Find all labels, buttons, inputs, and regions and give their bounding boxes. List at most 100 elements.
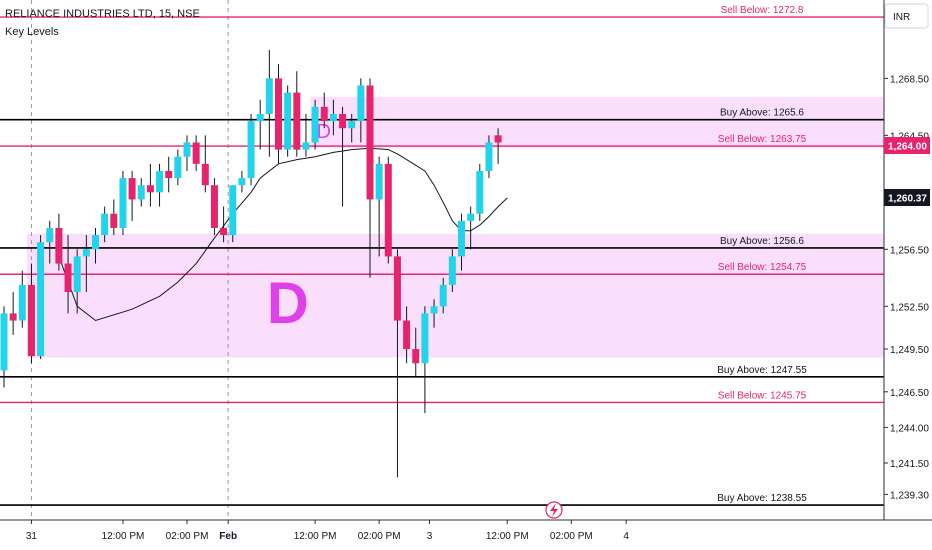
candle-body-up bbox=[174, 156, 182, 179]
candle-body-down bbox=[27, 284, 35, 357]
candle[interactable] bbox=[384, 156, 392, 264]
candle[interactable] bbox=[329, 99, 337, 136]
candle[interactable] bbox=[37, 235, 45, 360]
candle[interactable] bbox=[192, 135, 200, 171]
indicator-name[interactable]: Key Levels bbox=[5, 26, 59, 38]
candle[interactable] bbox=[238, 170, 246, 193]
candle[interactable] bbox=[220, 206, 228, 243]
time-tick-label: 4 bbox=[623, 531, 629, 542]
price-axis-background[interactable] bbox=[884, 0, 932, 520]
crosshair-price-text: 1,260.37 bbox=[888, 194, 927, 205]
candle-body-up bbox=[421, 313, 429, 364]
candle-body-up bbox=[247, 121, 255, 179]
candle[interactable] bbox=[393, 249, 401, 478]
candle-body-up bbox=[430, 306, 438, 314]
candle-body-up bbox=[0, 313, 8, 371]
candle[interactable] bbox=[183, 135, 191, 171]
candle-body-down bbox=[412, 349, 420, 364]
candle[interactable] bbox=[357, 78, 365, 143]
candle[interactable] bbox=[156, 163, 164, 207]
candle-body-down bbox=[393, 256, 401, 321]
candle[interactable] bbox=[146, 163, 154, 207]
candle[interactable] bbox=[128, 170, 136, 221]
candle[interactable] bbox=[165, 156, 173, 193]
candle[interactable] bbox=[9, 292, 17, 335]
candle-body-up bbox=[238, 178, 246, 186]
candle[interactable] bbox=[403, 306, 411, 364]
candle-body-up bbox=[256, 113, 264, 122]
symbol-title[interactable]: RELIANCE INDUSTRIES LTD, 15, NSE bbox=[5, 8, 200, 20]
price-tick-label: 1,239.30 bbox=[890, 490, 929, 501]
candle[interactable] bbox=[284, 85, 292, 157]
candle[interactable] bbox=[210, 178, 218, 236]
candle-body-down bbox=[201, 163, 209, 186]
candle-body-up bbox=[357, 85, 365, 122]
candle[interactable] bbox=[101, 206, 109, 243]
candle[interactable] bbox=[73, 249, 81, 314]
candle[interactable] bbox=[430, 299, 438, 328]
candle[interactable] bbox=[46, 220, 54, 264]
candle[interactable] bbox=[302, 113, 310, 157]
candle-body-up bbox=[302, 142, 310, 150]
price-axis-ticks: 1,268.50 1,264.50 1,256.50 1,252.50 1,249.50… bbox=[884, 74, 929, 501]
lightning-icon[interactable] bbox=[545, 501, 563, 519]
candle-body-up bbox=[156, 170, 164, 193]
candle[interactable] bbox=[18, 270, 26, 328]
candle-body-down bbox=[165, 170, 173, 179]
candle[interactable] bbox=[174, 149, 182, 186]
time-tick-label: 02:00 PM bbox=[550, 531, 593, 542]
buy-level-label: Buy Above: 1247.55 bbox=[717, 365, 807, 376]
candle[interactable] bbox=[485, 135, 493, 179]
candle[interactable] bbox=[275, 64, 282, 164]
candle[interactable] bbox=[494, 128, 502, 164]
candle[interactable] bbox=[27, 263, 35, 364]
candle[interactable] bbox=[110, 199, 118, 236]
candle[interactable] bbox=[311, 99, 319, 150]
candle[interactable] bbox=[229, 185, 237, 243]
candle[interactable] bbox=[293, 71, 301, 157]
candle[interactable] bbox=[92, 227, 99, 264]
candle[interactable] bbox=[320, 92, 328, 129]
candle-body-up bbox=[485, 142, 493, 171]
time-tick-label: 3 bbox=[427, 531, 433, 542]
candle-body-up bbox=[229, 185, 237, 236]
candle[interactable] bbox=[458, 213, 465, 271]
price-tick-label: 1,268.50 bbox=[890, 74, 929, 85]
candle[interactable] bbox=[375, 156, 383, 257]
candle[interactable] bbox=[55, 213, 63, 271]
candle[interactable] bbox=[412, 327, 420, 378]
candle[interactable] bbox=[64, 235, 72, 314]
candle[interactable] bbox=[439, 277, 447, 314]
candle-body-up bbox=[265, 78, 273, 114]
candle[interactable] bbox=[476, 163, 484, 221]
candle-body-down bbox=[146, 185, 154, 193]
candle[interactable] bbox=[256, 99, 264, 150]
candle-body-down bbox=[9, 313, 17, 321]
crosshair-price-badge: 1,260.37 bbox=[884, 189, 930, 206]
candle-body-down bbox=[128, 178, 136, 200]
candle[interactable] bbox=[421, 306, 429, 414]
candle[interactable] bbox=[0, 306, 8, 388]
candle[interactable] bbox=[366, 78, 374, 278]
currency-box[interactable] bbox=[884, 3, 929, 29]
time-tick-label: Feb bbox=[219, 531, 237, 542]
candle[interactable] bbox=[348, 113, 356, 143]
candle[interactable] bbox=[265, 49, 273, 157]
candle-body-up bbox=[183, 142, 191, 157]
candle[interactable] bbox=[339, 106, 347, 207]
candle[interactable] bbox=[201, 135, 209, 193]
candle-body-up bbox=[458, 220, 465, 257]
candle[interactable] bbox=[137, 178, 145, 207]
current-price-text: 1,264.00 bbox=[888, 142, 927, 153]
candle-body-up bbox=[119, 178, 127, 228]
candle[interactable] bbox=[467, 206, 475, 250]
candle[interactable] bbox=[448, 249, 456, 293]
candle-body-up bbox=[375, 163, 383, 200]
candle-body-up bbox=[284, 92, 292, 150]
candle[interactable] bbox=[247, 113, 255, 186]
candle-body-down bbox=[494, 135, 502, 143]
price-tick-label: 1,241.50 bbox=[890, 459, 929, 470]
candle[interactable] bbox=[119, 170, 127, 236]
candle[interactable] bbox=[82, 235, 90, 293]
